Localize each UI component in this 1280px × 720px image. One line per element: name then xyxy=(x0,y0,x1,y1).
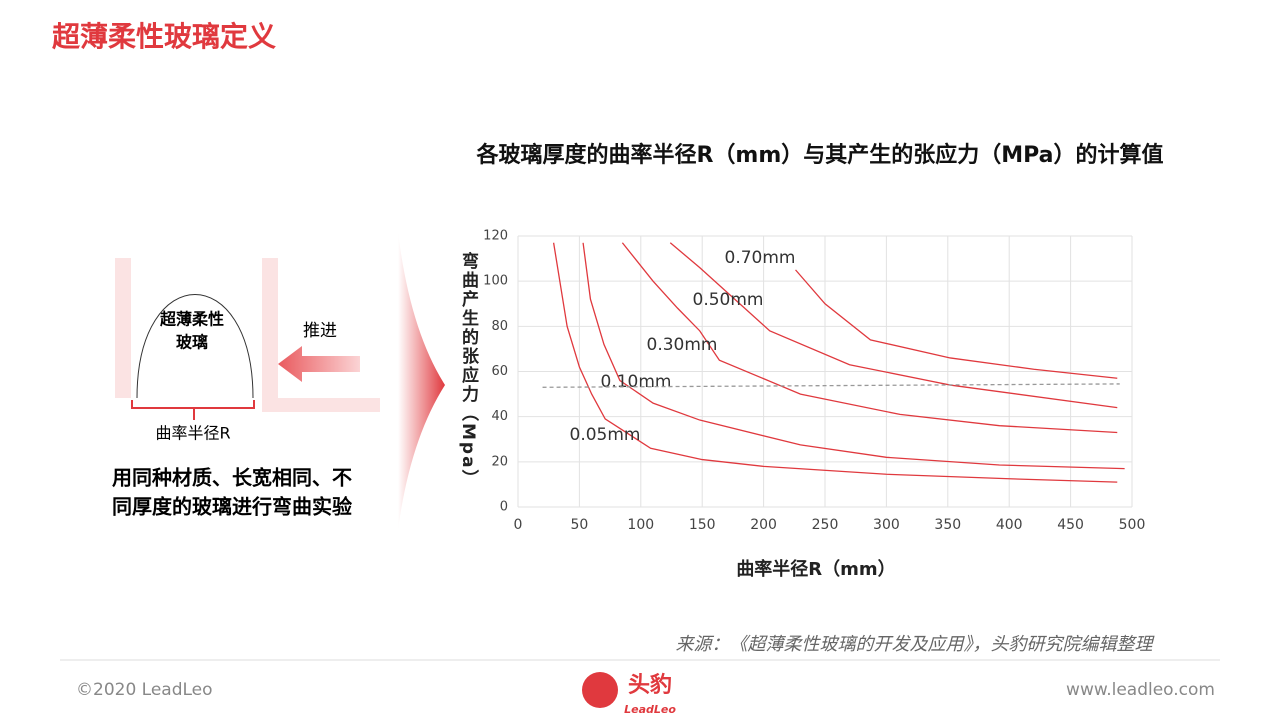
slide-title: 超薄柔性玻璃定义 xyxy=(52,20,276,53)
caption: 用同种材质、长宽相同、不 xyxy=(112,466,352,490)
x-tick-label: 350 xyxy=(934,517,961,533)
url: www.leadleo.com xyxy=(1066,680,1215,700)
radius-label: 曲率半径R xyxy=(155,424,230,443)
y-tick-label: 120 xyxy=(483,229,508,244)
funnel xyxy=(398,232,445,530)
x-tick-label: 0 xyxy=(514,517,523,533)
series-line xyxy=(552,242,1118,483)
y-tick-label: 20 xyxy=(491,454,508,469)
x-tick-label: 250 xyxy=(812,517,839,533)
x-tick-label: 150 xyxy=(689,517,716,533)
x-tick-label: 450 xyxy=(1057,517,1084,533)
series-line xyxy=(795,269,1118,379)
push-label: 推进 xyxy=(303,321,337,341)
logo: 头豹 xyxy=(628,672,672,698)
series-line xyxy=(621,242,1118,434)
x-tick-label: 300 xyxy=(873,517,900,533)
x-tick-label: 500 xyxy=(1119,517,1146,533)
wall xyxy=(262,258,278,398)
x-tick-label: 200 xyxy=(750,517,777,533)
source: 来源：《超薄柔性玻璃的开发及应用》，头豹研究院编辑整理 xyxy=(676,634,1156,655)
logo-sub: LeadLeo xyxy=(624,703,676,716)
y-tick-label: 60 xyxy=(491,364,508,379)
series-line xyxy=(669,242,1118,409)
wall xyxy=(262,398,380,412)
logo-icon xyxy=(582,672,618,708)
series-line xyxy=(582,242,1125,470)
x-axis-label: 曲率半径R（mm） xyxy=(736,558,895,580)
series-label: 0.05mm xyxy=(570,425,641,445)
chart-title: 各玻璃厚度的曲率半径R（mm）与其产生的张应力（MPa）的计算值 xyxy=(475,142,1163,168)
series-line xyxy=(542,383,1120,388)
series-label: 0.70mm xyxy=(725,248,796,268)
y-axis-label: 弯曲产生的张应力（Mpa） xyxy=(458,252,478,489)
glass-label: 玻璃 xyxy=(176,333,208,352)
series-label: 0.50mm xyxy=(693,290,764,310)
y-tick-label: 0 xyxy=(500,500,508,515)
glass-label: 超薄柔性 xyxy=(159,310,224,329)
push-arrow xyxy=(278,346,360,382)
x-tick-label: 100 xyxy=(627,517,654,533)
wall xyxy=(115,258,131,398)
radius-bracket xyxy=(131,400,255,420)
y-tick-label: 80 xyxy=(491,319,508,334)
series-label: 0.10mm xyxy=(601,372,672,392)
caption: 同厚度的玻璃进行弯曲实验 xyxy=(112,495,352,519)
copyright: ©2020 LeadLeo xyxy=(76,680,213,700)
series-label: 0.30mm xyxy=(647,335,718,355)
x-tick-label: 50 xyxy=(570,517,588,533)
x-tick-label: 400 xyxy=(996,517,1023,533)
y-tick-label: 100 xyxy=(483,274,508,289)
y-tick-label: 40 xyxy=(491,409,508,424)
glass-arc xyxy=(136,294,254,399)
